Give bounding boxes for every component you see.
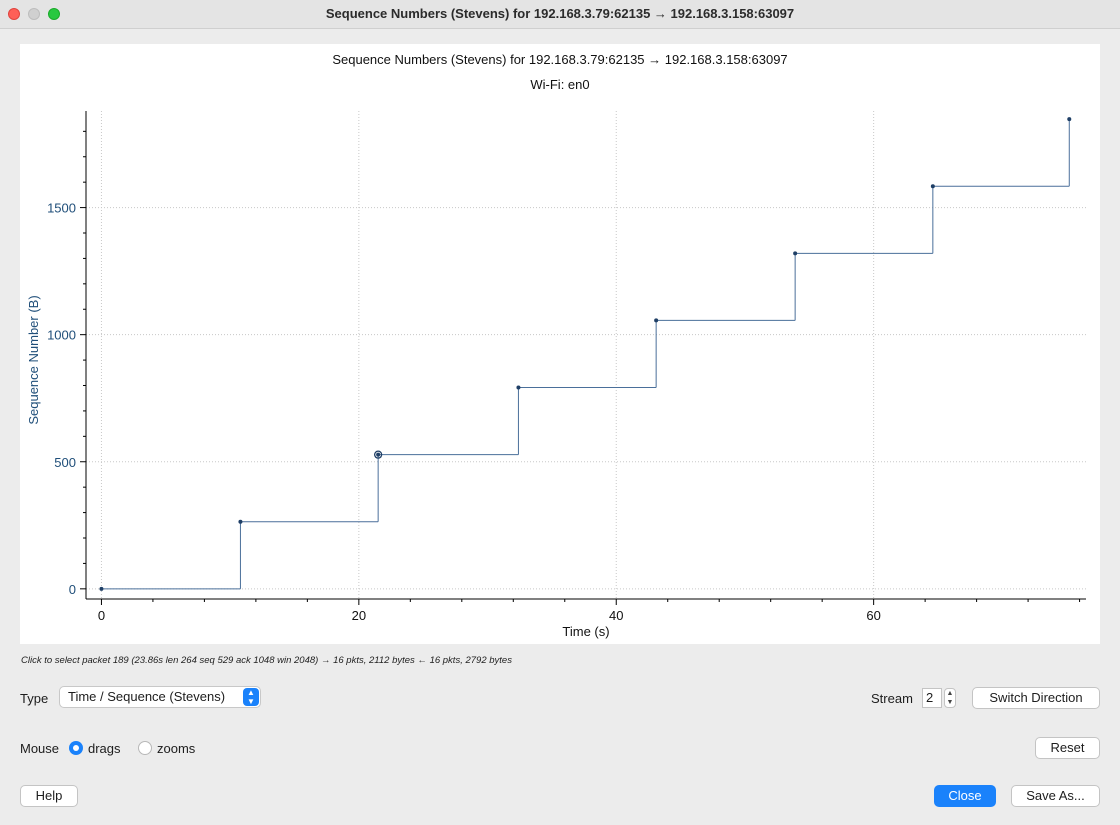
graph-type-value: Time / Sequence (Stevens) (68, 689, 226, 704)
window-close-button[interactable] (8, 8, 20, 20)
x-axis-label: Time (s) (562, 624, 609, 639)
sequence-chart[interactable]: Sequence Numbers (Stevens) for 192.168.3… (20, 44, 1100, 644)
status-hint: Click to select packet 189 (23.86s len 2… (21, 655, 512, 666)
data-point[interactable] (654, 318, 659, 323)
data-point[interactable] (99, 586, 104, 591)
plot-area[interactable]: Sequence Numbers (Stevens) for 192.168.3… (20, 44, 1100, 644)
x-tick-label: 60 (866, 608, 880, 623)
y-tick-label: 500 (54, 455, 76, 470)
x-tick-label: 0 (98, 608, 105, 623)
data-points[interactable] (99, 117, 1072, 591)
window-title: Sequence Numbers (Stevens) for 192.168.3… (325, 6, 795, 21)
window-minimize-button[interactable] (28, 8, 40, 20)
y-tick-label: 1000 (47, 328, 76, 343)
y-tick-label: 1500 (47, 201, 76, 216)
x-tick-label: 20 (352, 608, 366, 623)
drags-radio-label[interactable]: drags (88, 741, 121, 756)
close-button[interactable]: Close (934, 785, 996, 807)
y-axis-label: Sequence Number (B) (26, 295, 41, 424)
data-point[interactable] (1067, 117, 1072, 122)
x-tick-label: 40 (609, 608, 623, 623)
axes: 0 20 40 60 0 500 1000 1500 (47, 111, 1086, 623)
stream-stepper[interactable]: ▲ ▼ (944, 688, 956, 708)
title-bar: Sequence Numbers (Stevens) for 192.168.3… (0, 0, 1120, 29)
graph-type-select[interactable]: Time / Sequence (Stevens) ▲ ▼ (59, 686, 261, 708)
zooms-radio[interactable] (138, 741, 152, 755)
stream-number-field[interactable]: 2 (922, 688, 942, 708)
window-zoom-button[interactable] (48, 8, 60, 20)
save-as-button[interactable]: Save As... (1011, 785, 1100, 807)
drags-radio[interactable] (69, 741, 83, 755)
series-line (101, 119, 1070, 590)
chevron-updown-icon: ▲ ▼ (243, 688, 259, 706)
chart-title: Sequence Numbers (Stevens) for 192.168.3… (332, 52, 787, 67)
data-point[interactable] (793, 251, 798, 256)
y-tick-label: 0 (69, 582, 76, 597)
data-point[interactable] (930, 184, 935, 189)
grid-lines (86, 111, 1086, 599)
zooms-radio-label[interactable]: zooms (157, 741, 196, 756)
selected-point-marker[interactable] (373, 450, 383, 459)
help-button[interactable]: Help (20, 785, 78, 807)
data-point[interactable] (376, 452, 381, 457)
switch-direction-button[interactable]: Switch Direction (972, 687, 1100, 709)
chart-subtitle: Wi-Fi: en0 (530, 77, 589, 92)
stream-label: Stream (871, 691, 913, 706)
mouse-label: Mouse (20, 741, 60, 756)
type-label: Type (20, 691, 49, 706)
data-point[interactable] (238, 519, 243, 524)
reset-button[interactable]: Reset (1035, 737, 1100, 759)
data-point[interactable] (516, 385, 521, 390)
